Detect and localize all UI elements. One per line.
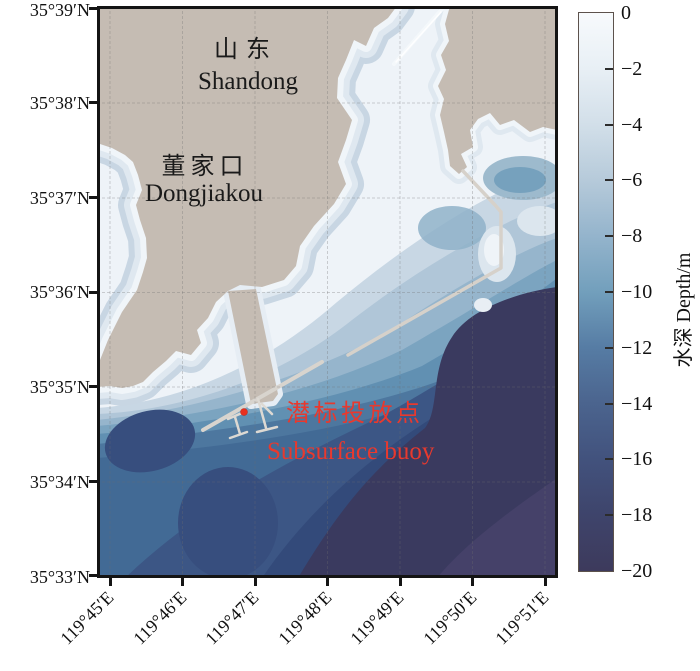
lat-tick [89, 480, 98, 483]
province-label-en: Shandong [198, 68, 299, 95]
colorbar-label: −12 [621, 336, 653, 359]
lon-label: 119°45′E [56, 587, 118, 649]
mooring-structures [226, 397, 279, 440]
colorbar-label: −2 [621, 57, 643, 80]
lat-label: 35°39′N [29, 0, 90, 20]
lat-tick [89, 101, 98, 104]
colorbar-label: −14 [621, 392, 653, 415]
colorbar-label: −6 [621, 169, 643, 192]
buoy-label-en: Subsurface buoy [267, 438, 435, 465]
colorbar-label: −16 [621, 448, 653, 471]
lon-tick [253, 578, 257, 586]
colorbar-tick [605, 123, 613, 126]
colorbar-label: −10 [621, 281, 653, 303]
colorbar-tick [605, 291, 613, 293]
bathymetry-map: 山东 Shandong 董家口 Dongjiakou 潜标投放点 Subsurf… [97, 6, 558, 578]
graticule [97, 6, 557, 578]
lon-tick [181, 578, 184, 586]
lat-tick [89, 196, 98, 199]
town-label-en: Dongjiakou [145, 180, 264, 207]
colorbar-tick [605, 235, 613, 238]
colorbar-label: −18 [621, 504, 653, 527]
colorbar-label: 0 [621, 2, 631, 24]
lat-label: 35°37′N [29, 188, 90, 208]
province-label-zh: 山东 [214, 36, 278, 63]
lon-tick [108, 578, 112, 586]
channel-streak [392, 6, 445, 66]
land-shandong [97, 6, 397, 388]
breakwater [201, 169, 503, 440]
colorbar-tick [605, 346, 613, 349]
port-pier [228, 289, 278, 404]
lon-tick [398, 578, 402, 586]
depth-colorbar [578, 12, 614, 572]
lon-tick [471, 578, 474, 586]
colorbar-axis-title: 水深 Depth/m [673, 252, 695, 368]
lon-tick [326, 578, 329, 586]
town-label-zh: 董家口 [162, 153, 249, 180]
colorbar-tick [605, 179, 613, 182]
colorbar-tick [605, 402, 613, 405]
lat-tick [89, 7, 98, 10]
lat-tick [89, 574, 98, 577]
lat-label: 35°34′N [29, 472, 90, 492]
colorbar-label: −20 [621, 560, 653, 582]
colorbar-label: −4 [621, 113, 643, 136]
colorbar-tick [605, 458, 613, 461]
lat-tick [89, 291, 98, 294]
buoy-marker [240, 408, 248, 416]
land [97, 6, 557, 404]
colorbar-label: −8 [621, 225, 643, 248]
lat-label: 35°38′N [29, 93, 90, 113]
colorbar-tick [605, 514, 613, 517]
lat-tick [89, 385, 98, 388]
lat-label: 35°33′N [29, 567, 90, 587]
colorbar-tick [605, 67, 613, 70]
lat-label: 35°36′N [29, 282, 90, 302]
lon-tick [543, 578, 547, 586]
lat-label: 35°35′N [29, 377, 90, 397]
depth-local-features [104, 156, 558, 578]
land-northeast-peninsula [438, 6, 557, 174]
buoy-label-zh: 潜标投放点 [286, 400, 424, 427]
